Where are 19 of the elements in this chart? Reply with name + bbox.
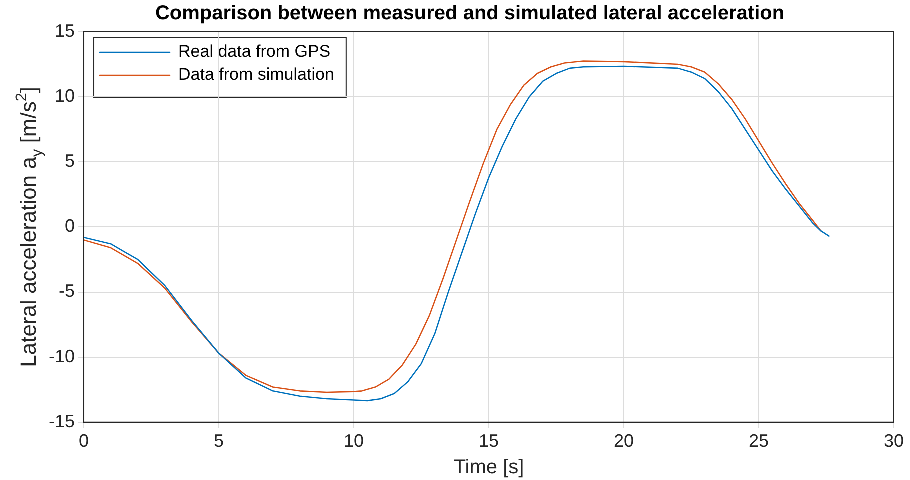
y-tick-label: 10 — [54, 86, 76, 106]
y-tick-label: 5 — [65, 151, 76, 172]
y-tick-label: 15 — [54, 20, 76, 41]
x-tick-label: 30 — [884, 431, 904, 452]
x-tick-label: 20 — [614, 431, 634, 452]
x-tick-label: 15 — [478, 431, 500, 452]
x-tick-label: 10 — [344, 431, 364, 452]
y-tick-label: 0 — [65, 216, 76, 236]
y-axis-title: Lateral acceleration ay [m/s2] — [14, 86, 46, 368]
x-tick-label: 5 — [214, 431, 224, 452]
y-tick-label: -5 — [59, 281, 76, 302]
chart-title: Comparison between measured and simulated lateral acceleration — [155, 2, 785, 25]
y-tick-label: -15 — [49, 411, 76, 432]
y-tick-label: -10 — [49, 346, 76, 366]
x-axis-title: Time [s] — [454, 456, 524, 479]
legend-label: Real data from GPS — [178, 42, 331, 62]
legend-label: Data from simulation — [178, 65, 334, 84]
x-tick-label: 25 — [748, 431, 770, 452]
x-tick-label: 0 — [79, 431, 90, 452]
